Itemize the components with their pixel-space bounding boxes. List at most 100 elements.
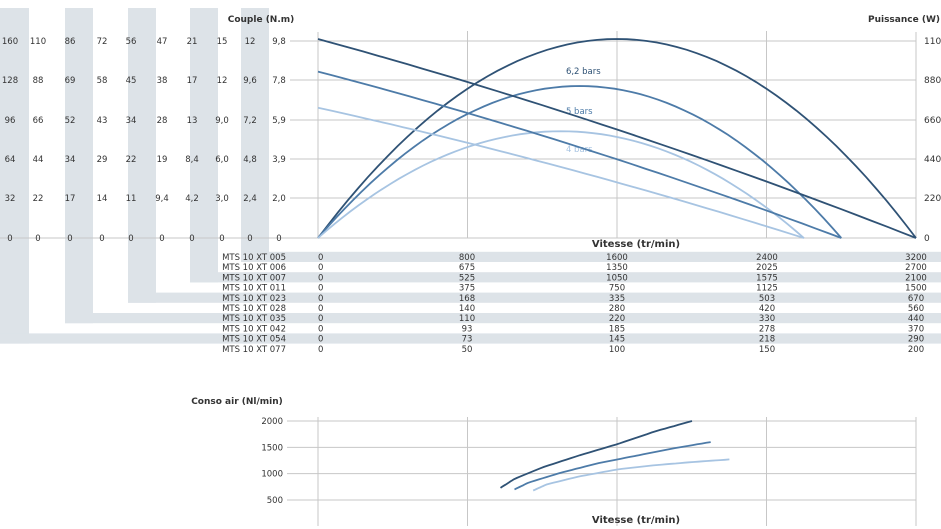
model-name: MTS 10 XT 023 bbox=[222, 294, 286, 304]
speed-value: 140 bbox=[459, 304, 475, 314]
power-curve bbox=[317, 38, 917, 239]
speed-value: 1600 bbox=[606, 253, 628, 263]
speed-value: 0 bbox=[318, 263, 323, 273]
couple-value: 43 bbox=[97, 116, 108, 126]
couple-value: 4,2 bbox=[185, 194, 199, 204]
couple-value: 47 bbox=[157, 37, 168, 47]
couple-value: 22 bbox=[33, 194, 44, 204]
couple-value: 38 bbox=[157, 76, 168, 86]
conso-tick-label: 2000 bbox=[261, 417, 283, 427]
band-column bbox=[241, 8, 269, 262]
speed-value: 750 bbox=[609, 284, 625, 294]
speed-value: 0 bbox=[318, 324, 323, 334]
model-name: MTS 10 XT 035 bbox=[222, 314, 286, 324]
couple-value: 0 bbox=[7, 234, 12, 244]
speed-value: 370 bbox=[908, 324, 924, 334]
conso-curve bbox=[532, 458, 730, 492]
couple-table: 1601289664320110886644220866952341707258… bbox=[2, 37, 286, 244]
couple-value: 17 bbox=[187, 76, 198, 86]
speed-value: 278 bbox=[759, 324, 775, 334]
couple-value: 8,4 bbox=[185, 155, 199, 165]
speed-value: 0 bbox=[318, 273, 323, 283]
conso-tick-label: 1500 bbox=[261, 443, 283, 453]
speed-value: 0 bbox=[318, 314, 323, 324]
speed-value: 0 bbox=[318, 335, 323, 345]
speed-value: 3200 bbox=[905, 253, 927, 263]
series-label: 5 bars bbox=[566, 107, 593, 117]
speed-value: 670 bbox=[908, 294, 924, 304]
couple-value: 72 bbox=[97, 37, 108, 47]
couple-value: 34 bbox=[126, 116, 137, 126]
couple-value: 14 bbox=[97, 194, 108, 204]
couple-value: 28 bbox=[157, 116, 168, 126]
speed-value: 525 bbox=[459, 273, 475, 283]
model-name: MTS 10 XT 006 bbox=[222, 263, 286, 273]
couple-value: 29 bbox=[97, 155, 108, 165]
couple-value: 0 bbox=[99, 234, 104, 244]
power-tick-label: 880 bbox=[924, 76, 941, 86]
speed-value: 100 bbox=[609, 345, 625, 355]
band-column bbox=[190, 8, 218, 283]
band-row bbox=[128, 292, 941, 303]
model-name: MTS 10 XT 007 bbox=[222, 273, 286, 283]
couple-value: 11 bbox=[126, 194, 137, 204]
speed-value: 330 bbox=[759, 314, 775, 324]
bottom-chart-grid: 2000 1500 1000 500 bbox=[261, 417, 917, 526]
conso-tick-label: 500 bbox=[267, 496, 283, 506]
speed-value: 0 bbox=[318, 304, 323, 314]
couple-value: 34 bbox=[65, 155, 76, 165]
couple-value: 17 bbox=[65, 194, 76, 204]
couple-value: 86 bbox=[65, 37, 76, 47]
speed-value: 168 bbox=[459, 294, 475, 304]
conso-axis-label: Conso air (Nl/min) bbox=[191, 397, 283, 407]
couple-value: 9,4 bbox=[155, 194, 169, 204]
speed-value: 200 bbox=[908, 345, 924, 355]
couple-header: Couple (N.m) bbox=[228, 15, 295, 25]
couple-value: 0 bbox=[159, 234, 164, 244]
torque-curve bbox=[317, 70, 842, 239]
torque-curve bbox=[317, 38, 917, 239]
model-name: MTS 10 XT 005 bbox=[222, 253, 286, 263]
couple-value: 64 bbox=[5, 155, 16, 165]
speed-value: 73 bbox=[462, 335, 473, 345]
couple-value: 110 bbox=[30, 37, 46, 47]
band-column bbox=[0, 8, 29, 344]
couple-value: 9,8 bbox=[272, 37, 286, 47]
couple-value: 19 bbox=[157, 155, 168, 165]
speed-value: 220 bbox=[609, 314, 625, 324]
power-curve bbox=[317, 130, 805, 239]
couple-value: 0 bbox=[276, 234, 281, 244]
speed-value: 1575 bbox=[756, 273, 778, 283]
couple-value: 12 bbox=[245, 37, 256, 47]
speed-value: 335 bbox=[609, 294, 625, 304]
band-row bbox=[190, 272, 941, 283]
speed-value: 0 bbox=[318, 253, 323, 263]
series-label: 4 bars bbox=[566, 145, 593, 155]
puissance-header: Puissance (W) bbox=[868, 15, 940, 25]
couple-value: 128 bbox=[2, 76, 18, 86]
speed-value: 0 bbox=[318, 284, 323, 294]
band-column bbox=[128, 8, 156, 303]
speed-value: 0 bbox=[318, 294, 323, 304]
couple-value: 44 bbox=[33, 155, 44, 165]
speed-value: 50 bbox=[462, 345, 473, 355]
couple-value: 3,9 bbox=[272, 155, 286, 165]
power-tick-label: 0 bbox=[924, 234, 930, 244]
band-row bbox=[0, 333, 941, 344]
couple-value: 22 bbox=[126, 155, 137, 165]
band-column bbox=[65, 8, 93, 324]
speed-value: 2025 bbox=[756, 263, 778, 273]
speed-value: 375 bbox=[459, 284, 475, 294]
power-curve bbox=[317, 85, 842, 239]
speed-value: 440 bbox=[908, 314, 924, 324]
speed-value: 503 bbox=[759, 294, 775, 304]
couple-value: 12 bbox=[217, 76, 228, 86]
couple-value: 21 bbox=[187, 37, 198, 47]
speed-value: 185 bbox=[609, 324, 625, 334]
couple-value: 7,8 bbox=[272, 76, 286, 86]
couple-value: 160 bbox=[2, 37, 18, 47]
speed-value: 1050 bbox=[606, 273, 628, 283]
vitesse-bottom-axis-label: Vitesse (tr/min) bbox=[592, 515, 680, 526]
model-name: MTS 10 XT 077 bbox=[222, 345, 286, 355]
